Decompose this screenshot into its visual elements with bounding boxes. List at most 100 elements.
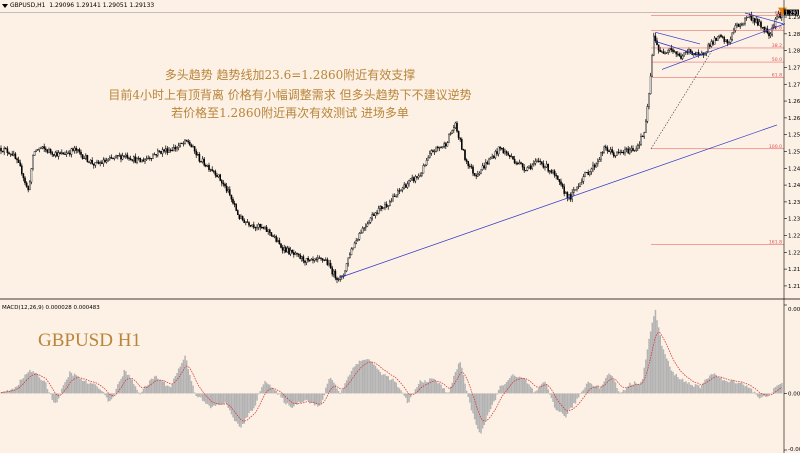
- candle-body: [336, 277, 338, 280]
- macd-bar: [712, 374, 714, 394]
- candle-body: [80, 151, 82, 155]
- macd-bar: [126, 374, 129, 394]
- macd-header: MACD(12,26,9) 0.000028 0.000483: [2, 305, 100, 311]
- candle-body: [249, 224, 252, 227]
- candle-body: [116, 155, 119, 157]
- candle-body: [619, 151, 621, 153]
- macd-bar: [459, 362, 461, 394]
- candle-body: [678, 53, 681, 57]
- candle-body: [664, 52, 666, 54]
- macd-bar: [46, 389, 49, 394]
- macd-bar: [456, 369, 458, 394]
- candle-body: [283, 247, 286, 251]
- candle-body: [529, 165, 532, 169]
- candle-body: [769, 33, 772, 37]
- candle-body: [713, 37, 716, 45]
- macd-bar: [619, 392, 621, 394]
- macd-bar: [560, 393, 562, 412]
- candle-body: [67, 152, 69, 154]
- candle-body: [520, 162, 522, 164]
- macd-bar: [768, 393, 770, 396]
- candle-body: [76, 149, 79, 151]
- candle-body: [454, 122, 457, 128]
- macd-bar: [243, 393, 245, 424]
- macd-bar: [166, 385, 169, 394]
- candle-body: [91, 160, 93, 165]
- macd-bar: [112, 393, 114, 398]
- macd-bar: [109, 393, 111, 401]
- price-tick-label: 1.225: [788, 234, 800, 240]
- candle-body: [523, 166, 525, 171]
- macd-bar: [144, 385, 146, 394]
- macd-bar: [120, 378, 122, 394]
- candle-body: [555, 175, 557, 177]
- candle-body: [443, 143, 446, 147]
- macd-bar: [409, 393, 412, 398]
- macd-bar: [416, 387, 418, 394]
- macd-bar: [230, 393, 233, 415]
- macd-bar: [758, 393, 761, 399]
- candle-body: [437, 146, 439, 149]
- macd-bar: [465, 390, 468, 394]
- macd-bar: [753, 391, 756, 394]
- macd-bar: [704, 379, 706, 394]
- candle-body: [536, 160, 538, 162]
- macd-bar: [53, 393, 55, 403]
- macd-bar: [333, 382, 335, 394]
- candle-body: [251, 224, 254, 227]
- candle-body: [48, 149, 50, 153]
- candle-body: [83, 157, 85, 159]
- macd-signal-line: [0, 332, 782, 422]
- macd-bar: [273, 390, 276, 394]
- candle-body: [49, 149, 52, 153]
- candle-body: [320, 257, 322, 259]
- candle-body: [753, 18, 756, 23]
- macd-bar: [277, 393, 279, 395]
- candle-body: [156, 150, 159, 156]
- macd-bar: [225, 393, 228, 405]
- candle-body: [54, 152, 57, 156]
- candle-body: [104, 159, 106, 163]
- macd-bar: [694, 384, 697, 394]
- candle-body: [240, 216, 242, 219]
- macd-bar: [477, 393, 479, 429]
- candle-body: [349, 254, 351, 259]
- candle-body: [180, 142, 183, 144]
- candle-body: [774, 18, 777, 27]
- macd-bar: [493, 393, 495, 402]
- macd-bar: [565, 393, 567, 418]
- macd-bar: [745, 385, 748, 394]
- macd-bar: [654, 309, 657, 394]
- candle-body: [408, 180, 410, 185]
- candle-body: [97, 161, 100, 164]
- candle-body: [745, 17, 748, 19]
- candle-body: [472, 166, 474, 174]
- candle-body: [573, 189, 575, 193]
- candle-body: [56, 152, 58, 157]
- candle-body: [761, 26, 764, 28]
- candle-body: [459, 137, 462, 140]
- macd-bar: [721, 380, 724, 394]
- candle-body: [646, 106, 649, 122]
- candle-body: [449, 133, 452, 135]
- dropdown-triangle-icon[interactable]: [2, 3, 8, 8]
- macd-bar: [177, 368, 180, 394]
- candle-body: [742, 22, 745, 25]
- macd-bar: [115, 388, 117, 394]
- macd-bar: [507, 380, 509, 394]
- macd-bar: [713, 373, 716, 394]
- candle-body: [622, 152, 625, 154]
- candle-body: [139, 157, 142, 163]
- macd-bar: [88, 383, 90, 394]
- macd-bar: [299, 393, 301, 403]
- macd-bar: [22, 377, 25, 394]
- candle-body: [381, 206, 383, 209]
- candle-body: [737, 23, 740, 27]
- macd-histogram: [0, 309, 783, 434]
- candle-body: [509, 155, 511, 157]
- macd-bar: [606, 375, 609, 394]
- candle-body: [685, 51, 687, 53]
- candle-body: [613, 152, 615, 157]
- candle-body: [621, 151, 623, 153]
- candle-body: [241, 216, 244, 221]
